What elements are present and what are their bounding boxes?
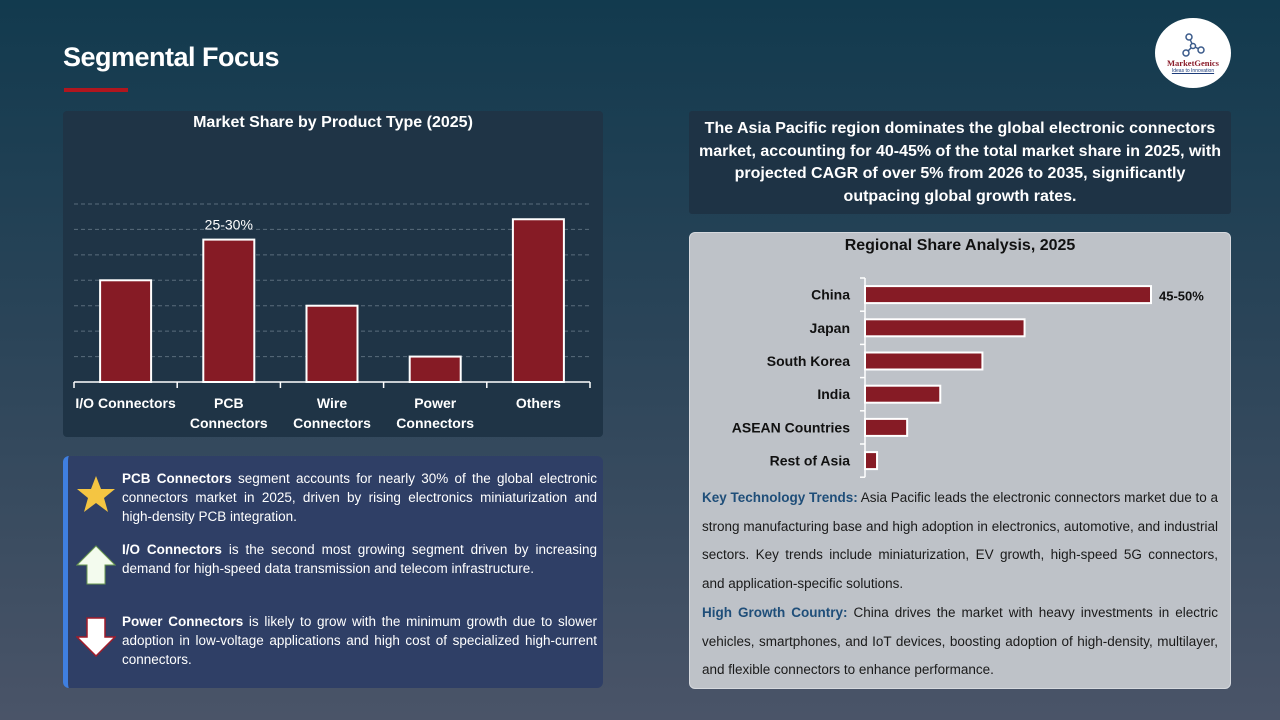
category-label: India xyxy=(817,386,850,402)
category-label: Wire xyxy=(317,395,347,411)
segment-highlights-panel: PCB Connectors segment accounts for near… xyxy=(63,456,603,688)
highlight-pcb: PCB Connectors segment accounts for near… xyxy=(122,471,597,524)
category-label: Rest of Asia xyxy=(770,453,851,469)
title-underline xyxy=(64,88,128,92)
bar-india xyxy=(864,384,942,404)
product-type-bar-chart: I/O Connectors 25-30% PCB Connectors Wire Con… xyxy=(73,203,591,431)
logo-tagline: Ideas to Innovation xyxy=(1171,68,1215,74)
regional-share-bar-chart: China 45-50% Japan South Korea India ASEAN Co… xyxy=(732,277,1204,478)
category-label: ASEAN Countries xyxy=(732,419,850,435)
category-label: Japan xyxy=(810,320,850,336)
regional-chart-title: Regional Share Analysis, 2025 xyxy=(844,237,1076,254)
category-label: Power xyxy=(414,395,457,411)
star-icon xyxy=(77,476,115,512)
bar-i-o-connectors xyxy=(99,279,153,384)
bar-power-connectors xyxy=(408,355,462,383)
highlight-io: I/O Connectors is the second most growin… xyxy=(122,542,597,576)
arrow-down-icon xyxy=(76,617,116,657)
highlight-power: Power Connectors is likely to grow with … xyxy=(122,614,597,667)
category-label: Connectors xyxy=(293,415,371,431)
data-label: 45-50% xyxy=(1159,289,1204,304)
product-type-chart-panel: Market Share by Product Type (2025) I/O … xyxy=(63,111,603,437)
arrow-up-icon xyxy=(76,545,116,585)
bar-china xyxy=(864,285,1152,305)
bar-others xyxy=(511,218,565,383)
regional-share-panel: Regional Share Analysis, 2025 China 45-50… xyxy=(689,232,1231,689)
category-label: I/O Connectors xyxy=(75,395,176,411)
bar-asean-countries xyxy=(864,417,909,437)
logo: MarketGenics Ideas to Innovation xyxy=(1155,18,1231,88)
category-label: Connectors xyxy=(396,415,474,431)
bar-rest-of-asia xyxy=(864,451,879,471)
summary-text: The Asia Pacific region dominates the gl… xyxy=(689,111,1231,214)
bar-south-korea xyxy=(864,351,984,371)
bar-japan xyxy=(864,318,1026,338)
data-label: 25-30% xyxy=(205,217,253,233)
network-icon xyxy=(1182,33,1205,57)
logo-name: MarketGenics xyxy=(1167,58,1219,68)
category-label: China xyxy=(811,287,850,303)
category-label: PCB xyxy=(214,395,244,411)
product-chart-title: Market Share by Product Type (2025) xyxy=(193,114,473,131)
bar-wire-connectors xyxy=(305,304,359,383)
category-label: Connectors xyxy=(190,415,268,431)
trends-text: Key Technology Trends: Asia Pacific lead… xyxy=(702,484,1218,685)
category-label: South Korea xyxy=(767,353,850,369)
page-title: Segmental Focus xyxy=(63,42,280,72)
high-growth-country: High Growth Country: China drives the ma… xyxy=(702,604,1218,678)
category-label: Others xyxy=(516,395,561,411)
bar-pcb-connectors xyxy=(202,238,256,383)
key-technology-trends: Key Technology Trends: Asia Pacific lead… xyxy=(702,490,1218,592)
